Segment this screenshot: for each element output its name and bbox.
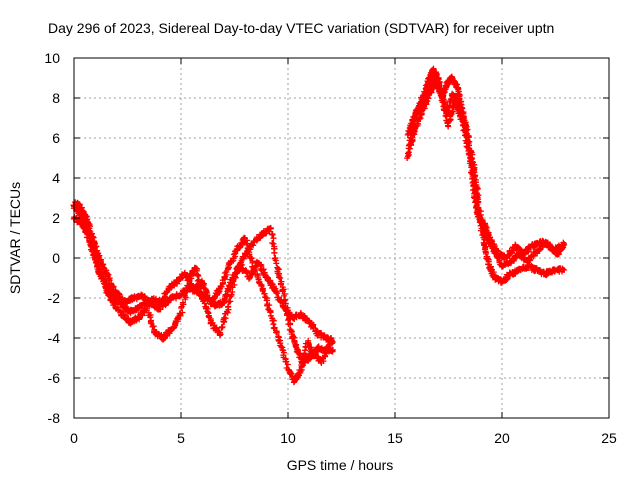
data-track (72, 199, 335, 386)
x-tick-label: 20 (494, 430, 510, 446)
x-tick-label: 15 (387, 430, 403, 446)
y-tick-label: 2 (52, 210, 60, 226)
tick-labels: 0 5 10 15 20 25 -8 -6 -4 -2 0 2 4 6 8 10 (44, 50, 617, 446)
y-tick-label: 4 (52, 170, 60, 186)
axis-ticks (73, 57, 610, 419)
y-tick-label: 8 (52, 90, 60, 106)
x-tick-label: 10 (280, 430, 296, 446)
y-tick-label: -8 (48, 410, 61, 426)
y-tick-label: 6 (52, 130, 60, 146)
grid-lines (74, 58, 609, 418)
x-tick-label: 5 (177, 430, 185, 446)
y-axis-label: SDTVAR / TECUs (7, 182, 23, 294)
plot-border (73, 57, 610, 419)
y-tick-label: -2 (48, 290, 61, 306)
chart-title: Day 296 of 2023, Sidereal Day-to-day VTE… (48, 20, 554, 36)
data-points (70, 65, 568, 386)
y-tick-label: 0 (52, 250, 60, 266)
y-tick-label: 10 (44, 50, 60, 66)
y-tick-label: -6 (48, 370, 61, 386)
x-tick-label: 0 (70, 430, 78, 446)
data-track (407, 77, 568, 263)
x-axis-label: GPS time / hours (287, 457, 394, 473)
y-tick-label: -4 (48, 330, 61, 346)
x-tick-label: 25 (601, 430, 617, 446)
